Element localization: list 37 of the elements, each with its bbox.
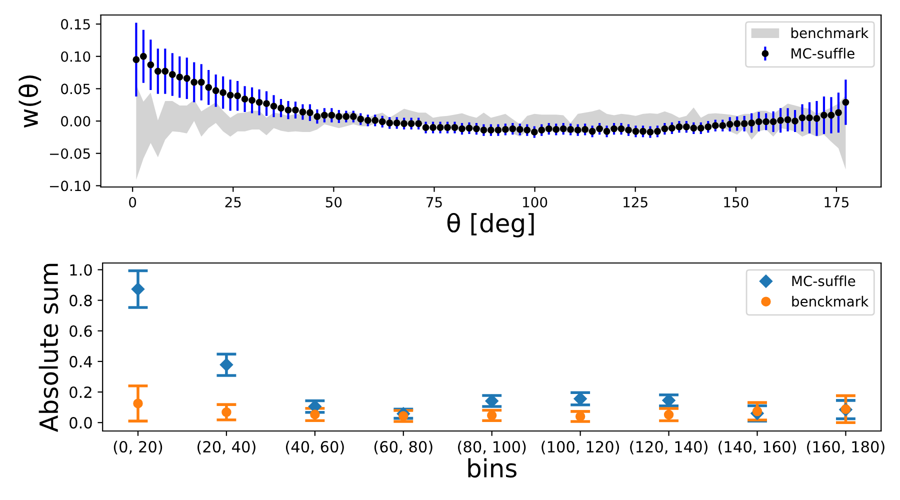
y-tick-label: −0.10 — [50, 180, 90, 192]
x-tick-label: 150 — [724, 196, 748, 208]
x-tick-label: (40, 60) — [286, 440, 344, 454]
x-tick-label: 100 — [523, 196, 548, 208]
x-tick-label: (100, 120) — [542, 440, 619, 454]
x-tick-label: (80, 100) — [458, 440, 526, 454]
y-tick-label: 0.0 — [70, 417, 92, 429]
legend-label: benckmark — [792, 296, 869, 307]
x-tick-label: (160, 180) — [807, 440, 884, 454]
y-tick-label: 0.8 — [70, 294, 92, 306]
x-tick-label: (20, 40) — [198, 440, 256, 454]
y-tick-label: 0.00 — [61, 116, 90, 127]
y-tick-label: 0.4 — [70, 356, 92, 368]
x-axis-title: θ [deg] — [447, 212, 534, 238]
y-tick-label: 0.05 — [61, 84, 90, 94]
y-tick-label: 0.6 — [70, 325, 92, 337]
y-tick-label: 0.10 — [61, 51, 90, 62]
x-tick-label: 25 — [225, 196, 241, 208]
legend-label: MC-suffle — [792, 48, 854, 59]
y-tick-label: 0.2 — [70, 386, 92, 398]
x-tick-label: 50 — [326, 196, 342, 208]
legend-label: MC-suffle — [792, 276, 856, 286]
x-tick-label: (140, 160) — [718, 440, 796, 454]
y-tick-label: 1.0 — [70, 264, 92, 276]
x-tick-label: 0 — [129, 196, 136, 208]
x-tick-label: (120, 140) — [630, 440, 708, 454]
y-axis-title: w(θ) — [18, 76, 42, 128]
x-tick-label: (0, 20) — [114, 440, 162, 454]
legend-label: benchmark — [791, 28, 869, 38]
x-tick-label: 125 — [624, 196, 648, 208]
x-tick-label: 75 — [426, 197, 442, 208]
x-tick-label: (60, 80) — [374, 440, 432, 454]
y-tick-label: −0.05 — [50, 148, 90, 159]
x-tick-label: 175 — [824, 197, 848, 208]
y-axis-title: Absolute sum — [38, 264, 58, 432]
x-axis-title: bins — [468, 458, 516, 478]
y-tick-label: 0.15 — [61, 19, 90, 30]
